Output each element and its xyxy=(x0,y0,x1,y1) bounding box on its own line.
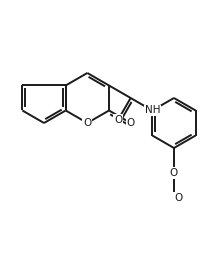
Text: O: O xyxy=(83,118,92,128)
Text: NH: NH xyxy=(145,105,160,115)
Text: O: O xyxy=(114,115,122,125)
Text: O: O xyxy=(126,118,135,128)
Text: O: O xyxy=(170,168,178,178)
Text: O: O xyxy=(174,193,182,203)
